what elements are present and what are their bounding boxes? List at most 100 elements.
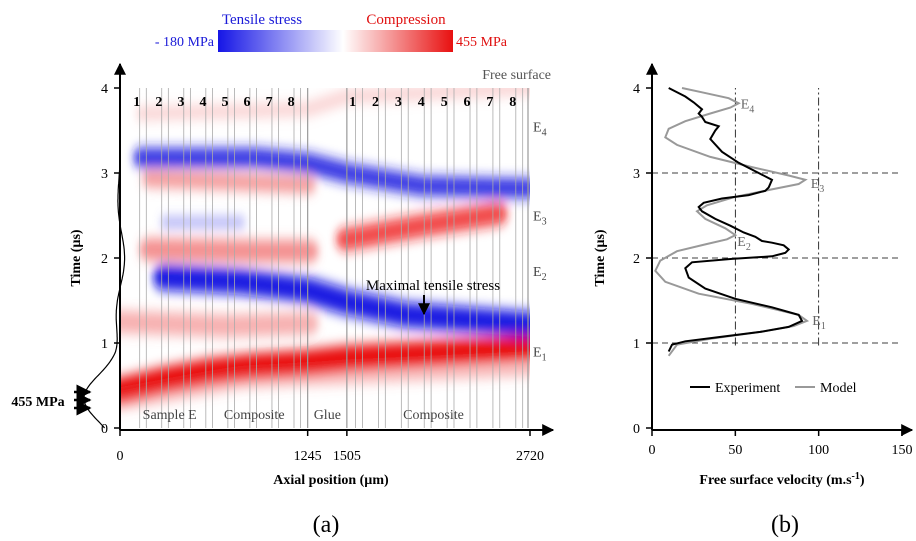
input-pulse-arrows — [74, 384, 92, 416]
echo-label: E2 — [737, 235, 751, 253]
colorbar-compression-gradient — [343, 30, 453, 52]
stress-band — [132, 147, 530, 199]
y-tick-label: 1 — [101, 337, 108, 352]
y-tick-label: 2 — [633, 252, 640, 267]
colorbar-tensile-gradient — [218, 30, 343, 52]
colorbar-max-label: 455 MPa — [456, 35, 508, 50]
series-experiment-line — [667, 87, 804, 352]
layer-number: 2 — [155, 95, 162, 110]
axis-b-xlabel-close: ) — [860, 473, 865, 488]
layer-number: 6 — [464, 95, 471, 110]
stress-band — [141, 170, 317, 194]
layer-number: 7 — [486, 95, 493, 110]
echo-label-sub: 1 — [542, 353, 547, 364]
colorbar: Tensile stress Compression - 180 MPa 455… — [155, 12, 508, 52]
echo-label: E3 — [533, 210, 547, 228]
layer-number: 1 — [133, 95, 140, 110]
layer-number: 4 — [418, 95, 425, 110]
layer-number: 8 — [288, 95, 295, 110]
layer-number: 1 — [349, 95, 356, 110]
echo-label-sub: 1 — [821, 321, 826, 332]
layer-number: 6 — [244, 95, 251, 110]
legend-experiment-label: Experiment — [715, 381, 780, 396]
y-tick-label: 3 — [101, 167, 108, 182]
echo-label-sub: 2 — [746, 242, 751, 253]
heatmap-area — [121, 88, 530, 428]
x-tick-label: 100 — [808, 443, 829, 458]
x-tick-label: 2720 — [516, 449, 544, 464]
region-label: Sample E — [143, 408, 197, 423]
input-pulse-label: 455 MPa — [11, 395, 64, 410]
x-tick-label: 150 — [892, 443, 913, 458]
max-tensile-annotation: Maximal tensile stress — [366, 278, 500, 294]
layer-number: 5 — [441, 95, 448, 110]
axis-b-ticks: 0 1 2 3 4 0 50 100 150 — [633, 82, 913, 458]
colorbar-min-label: - 180 MPa — [155, 35, 215, 50]
y-tick-label: 0 — [101, 422, 108, 437]
velocity-grid — [652, 88, 902, 346]
y-tick-label: 4 — [633, 82, 640, 97]
layer-number: 3 — [177, 95, 184, 110]
series-model-line — [654, 87, 810, 357]
stress-band — [121, 310, 319, 338]
region-label: Composite — [403, 408, 464, 423]
layer-number: 3 — [395, 95, 402, 110]
y-tick-label: 4 — [101, 82, 108, 97]
echo-label: E1 — [533, 346, 547, 364]
y-tick-label: 0 — [633, 422, 640, 437]
layer-boundaries — [139, 88, 529, 428]
x-tick-label: 0 — [649, 443, 656, 458]
layer-number: 5 — [222, 95, 229, 110]
legend: Experiment Model — [690, 381, 857, 396]
echo-label-sub: 4 — [749, 104, 754, 115]
region-label: Glue — [314, 408, 341, 423]
y-tick-label: 2 — [101, 252, 108, 267]
echo-labels-b: E1 E2 E3 E4 — [737, 97, 826, 332]
layer-number: 2 — [372, 95, 379, 110]
echo-label-sub: 3 — [542, 217, 547, 228]
input-pulse-profile — [83, 140, 126, 429]
y-tick-label: 3 — [633, 167, 640, 182]
layer-number: 8 — [509, 95, 516, 110]
axis-b-xlabel: Free surface velocity (m.s-1) — [699, 471, 864, 488]
x-tick-label: 50 — [728, 443, 742, 458]
panel-b-label: (b) — [771, 512, 799, 538]
region-label: Composite — [224, 408, 285, 423]
stress-band — [138, 238, 319, 263]
axis-b-xlabel-main: Free surface velocity (m.s — [699, 473, 852, 488]
echo-labels-a: E1 E2 E3 E4 — [533, 120, 547, 363]
echo-label-sub: 2 — [542, 272, 547, 283]
y-tick-label: 1 — [633, 337, 640, 352]
stress-band — [121, 335, 530, 402]
velocity-panel: 0 1 2 3 4 0 50 100 150 E1 E2 E3 E4 Experiment Model… — [593, 62, 914, 538]
panel-a-label: (a) — [313, 512, 340, 538]
echo-label: E4 — [741, 97, 755, 115]
x-tick-label: 0 — [117, 449, 124, 464]
layer-number: 4 — [200, 95, 207, 110]
stress-band — [335, 202, 508, 251]
echo-label-sub: 3 — [819, 184, 824, 195]
legend-model-label: Model — [820, 381, 857, 396]
echo-label: E1 — [812, 314, 826, 332]
echo-label-sub: 4 — [542, 127, 547, 138]
axis-a-xlabel: Axial position (µm) — [273, 473, 389, 488]
colorbar-compression-label: Compression — [366, 12, 446, 28]
axis-b-xlabel-sup: -1 — [852, 471, 860, 482]
x-tick-label: 1245 — [294, 449, 322, 464]
colorbar-tensile-label: Tensile stress — [222, 12, 302, 28]
stress-band — [135, 88, 530, 121]
echo-label: E4 — [533, 120, 547, 138]
free-surface-label: Free surface — [482, 68, 551, 83]
x-tick-label: 1505 — [333, 449, 361, 464]
echo-label: E2 — [533, 265, 547, 283]
stress-band — [121, 361, 530, 410]
axis-b-ylabel: Time (µs) — [593, 229, 608, 287]
layer-number: 7 — [266, 95, 273, 110]
echo-label: E3 — [811, 177, 825, 195]
stress-map-panel: Tensile stress Compression - 180 MPa 455… — [11, 12, 555, 538]
axis-a-ylabel: Time (µs) — [69, 229, 84, 287]
region-labels: Sample E Composite Glue Composite — [143, 408, 464, 423]
